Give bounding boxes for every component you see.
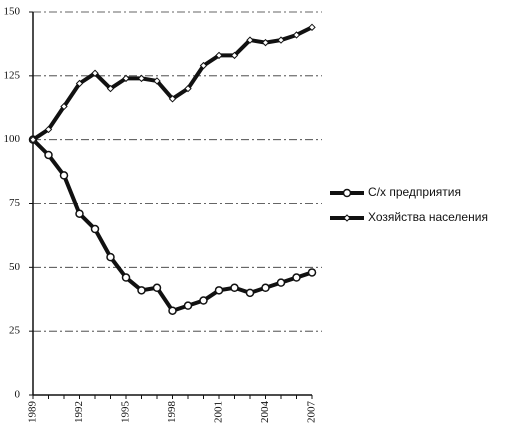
point [308, 23, 316, 32]
point [168, 95, 177, 103]
point [153, 77, 161, 85]
point [137, 74, 146, 83]
point [261, 38, 270, 47]
series-line [31, 138, 313, 313]
point [307, 268, 317, 277]
point [44, 150, 53, 160]
x-tick-label: 1989 [27, 401, 39, 424]
point [215, 51, 223, 60]
point [261, 283, 270, 293]
x-tick-label: 1995 [120, 401, 132, 424]
y-tick-label: 75 [9, 197, 21, 209]
point [292, 273, 301, 282]
y-tick-label: 0 [15, 389, 21, 401]
point [230, 51, 239, 60]
y-tick-label: 150 [4, 6, 21, 18]
x-tick-label: 1998 [166, 401, 178, 424]
point [277, 36, 285, 44]
point [122, 74, 130, 83]
legend-marker [343, 214, 351, 222]
point [183, 301, 193, 310]
point [137, 286, 146, 295]
point [75, 79, 84, 88]
point [199, 296, 208, 305]
point [214, 286, 224, 295]
point [106, 84, 115, 93]
y-tick-label: 50 [9, 261, 21, 273]
point [29, 135, 37, 144]
point [121, 273, 131, 282]
legend-label: Хозяйства населения [368, 210, 488, 224]
point [168, 306, 177, 315]
point [60, 102, 68, 111]
point [199, 61, 208, 70]
point [75, 209, 84, 218]
x-tick-label: 1992 [73, 401, 85, 423]
y-tick-label: 125 [4, 69, 21, 81]
point [276, 278, 286, 287]
point [246, 36, 254, 44]
point [106, 252, 115, 262]
point [245, 288, 255, 298]
series-line [31, 25, 313, 142]
point [44, 125, 53, 134]
point [90, 224, 100, 234]
legend-label: С/х предприятия [368, 185, 461, 199]
point [292, 31, 301, 39]
x-tick-label: 2001 [213, 401, 225, 423]
point [230, 283, 239, 293]
point [184, 84, 192, 93]
y-tick-label: 100 [4, 133, 21, 145]
x-tick-label: 2004 [259, 401, 271, 424]
legend-marker [342, 188, 352, 198]
x-tick-label: 2007 [306, 401, 318, 424]
point [59, 171, 69, 180]
point [152, 283, 162, 293]
point [91, 69, 99, 77]
y-tick-label: 25 [9, 325, 21, 337]
